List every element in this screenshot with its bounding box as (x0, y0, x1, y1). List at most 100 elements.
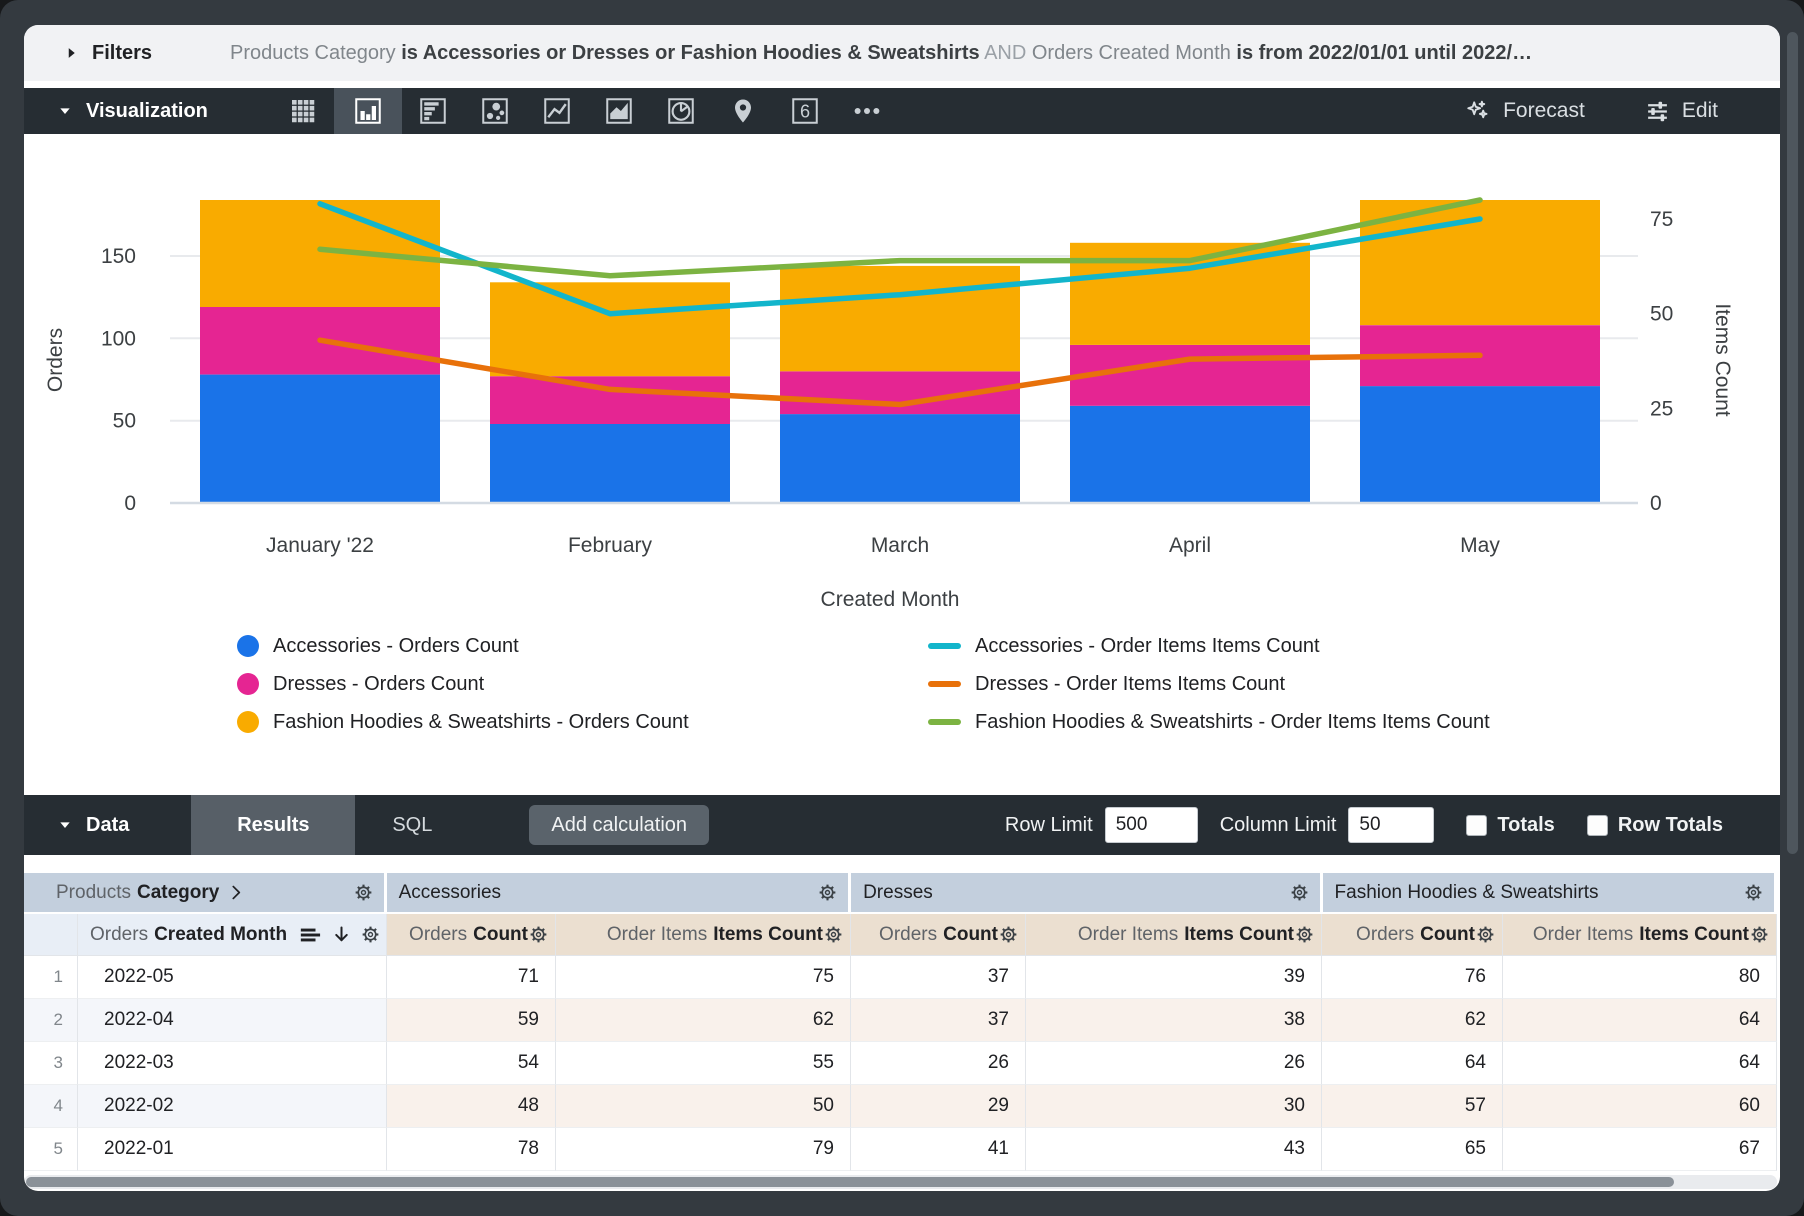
value-cell[interactable]: 37 (851, 999, 1026, 1042)
column-settings-button[interactable] (1289, 882, 1310, 903)
bar-segment[interactable] (780, 265, 1020, 372)
value-cell[interactable]: 71 (387, 956, 556, 999)
column-settings-button[interactable] (823, 924, 844, 945)
viz-type-line-chart[interactable] (526, 88, 588, 134)
value-cell[interactable]: 64 (1322, 1042, 1503, 1085)
viz-type-more-options[interactable] (836, 88, 898, 134)
column-settings-button[interactable] (360, 924, 381, 945)
measure-header[interactable]: Orders Count (1322, 914, 1503, 956)
viz-type-table[interactable] (272, 88, 334, 134)
measure-header[interactable]: Orders Count (851, 914, 1026, 956)
value-cell[interactable]: 59 (387, 999, 556, 1042)
month-cell[interactable]: 2022-05 (78, 956, 387, 999)
visualization-collapse-icon[interactable] (57, 103, 73, 119)
legend-item[interactable]: Fashion Hoodies & Sweatshirts - Orders C… (237, 703, 689, 741)
forecast-button[interactable]: Forecast (1465, 98, 1585, 124)
filters-expand-icon[interactable] (62, 44, 80, 62)
data-collapse-icon[interactable] (57, 817, 73, 833)
measure-header[interactable]: Order Items Items Count (556, 914, 851, 956)
value-cell[interactable]: 41 (851, 1128, 1026, 1171)
horizontal-scrollbar[interactable] (24, 1175, 1777, 1189)
table-row[interactable]: 5 2022-01 78 79 41 43 65 67 (24, 1128, 1777, 1171)
totals-checkbox[interactable] (1466, 814, 1488, 836)
value-cell[interactable]: 67 (1503, 1128, 1777, 1171)
value-cell[interactable]: 39 (1026, 956, 1322, 999)
table-row[interactable]: 4 2022-02 48 50 29 30 57 60 (24, 1085, 1777, 1128)
value-cell[interactable]: 64 (1503, 1042, 1777, 1085)
month-cell[interactable]: 2022-02 (78, 1085, 387, 1128)
viz-type-scatter-chart[interactable] (464, 88, 526, 134)
value-cell[interactable]: 65 (1322, 1128, 1503, 1171)
column-settings-button[interactable] (817, 882, 838, 903)
viz-type-pie-chart[interactable] (650, 88, 712, 134)
month-cell[interactable]: 2022-03 (78, 1042, 387, 1085)
viz-type-column-chart[interactable] (333, 88, 402, 134)
pivot-group-header[interactable]: Accessories (386, 873, 852, 914)
value-cell[interactable]: 26 (1026, 1042, 1322, 1085)
measure-header[interactable]: Order Items Items Count (1026, 914, 1322, 956)
bar-segment[interactable] (490, 282, 730, 377)
value-cell[interactable]: 62 (1322, 999, 1503, 1042)
legend-item[interactable]: Dresses - Order Items Items Count (928, 665, 1490, 703)
value-cell[interactable]: 57 (1322, 1085, 1503, 1128)
month-cell[interactable]: 2022-04 (78, 999, 387, 1042)
tab-sql[interactable]: SQL (392, 813, 433, 836)
month-cell[interactable]: 2022-01 (78, 1128, 387, 1171)
pivot-group-header[interactable]: Fashion Hoodies & Sweatshirts (1322, 873, 1777, 914)
tab-results[interactable]: Results (191, 795, 356, 855)
column-settings-button[interactable] (353, 882, 374, 903)
pivot-field-header[interactable]: Products Category (24, 873, 387, 914)
value-cell[interactable]: 79 (556, 1128, 851, 1171)
column-settings-button[interactable] (1743, 882, 1764, 903)
value-cell[interactable]: 62 (556, 999, 851, 1042)
viz-type-bar-chart[interactable] (402, 88, 464, 134)
legend-item[interactable]: Dresses - Orders Count (237, 665, 689, 703)
filters-summary[interactable]: Products Category is Accessories or Dres… (230, 42, 1532, 65)
column-limit-input[interactable] (1348, 807, 1435, 843)
value-cell[interactable]: 30 (1026, 1085, 1322, 1128)
add-calculation-button[interactable]: Add calculation (529, 805, 710, 845)
subtotal-icon[interactable] (299, 924, 321, 946)
value-cell[interactable]: 55 (556, 1042, 851, 1085)
pivot-group-header[interactable]: Dresses (851, 873, 1323, 914)
dimension-header[interactable]: Orders Created Month (78, 914, 387, 956)
value-cell[interactable]: 60 (1503, 1085, 1777, 1128)
bar-segment[interactable] (1360, 386, 1600, 503)
value-cell[interactable]: 38 (1026, 999, 1322, 1042)
column-settings-button[interactable] (1475, 924, 1496, 945)
legend-item[interactable]: Accessories - Order Items Items Count (928, 627, 1490, 665)
value-cell[interactable]: 29 (851, 1085, 1026, 1128)
legend-item[interactable]: Fashion Hoodies & Sweatshirts - Order It… (928, 703, 1490, 741)
vertical-scrollbar-thumb[interactable] (1787, 32, 1798, 854)
table-row[interactable]: 1 2022-05 71 75 37 39 76 80 (24, 956, 1777, 999)
bar-segment[interactable] (780, 414, 1020, 503)
value-cell[interactable]: 48 (387, 1085, 556, 1128)
value-cell[interactable]: 50 (556, 1085, 851, 1128)
line-series[interactable] (317, 197, 1483, 279)
value-cell[interactable]: 26 (851, 1042, 1026, 1085)
viz-type-map[interactable] (712, 88, 774, 134)
bar-segment[interactable] (490, 376, 730, 424)
bar-segment[interactable] (1070, 344, 1310, 406)
edit-button[interactable]: Edit (1645, 99, 1718, 124)
bar-segment[interactable] (200, 200, 440, 307)
value-cell[interactable]: 43 (1026, 1128, 1322, 1171)
bar-segment[interactable] (490, 424, 730, 503)
bar-segment[interactable] (200, 374, 440, 503)
column-settings-button[interactable] (1749, 924, 1770, 945)
column-settings-button[interactable] (1294, 924, 1315, 945)
viz-type-single-value[interactable]: 6 (774, 88, 836, 134)
chevron-right-icon[interactable] (227, 883, 246, 902)
table-row[interactable]: 3 2022-03 54 55 26 26 64 64 (24, 1042, 1777, 1085)
value-cell[interactable]: 54 (387, 1042, 556, 1085)
measure-header[interactable]: Order Items Items Count (1503, 914, 1777, 956)
viz-type-area-chart[interactable] (588, 88, 650, 134)
measure-header[interactable]: Orders Count (387, 914, 556, 956)
value-cell[interactable]: 78 (387, 1128, 556, 1171)
row-totals-checkbox[interactable] (1586, 814, 1608, 836)
horizontal-scrollbar-thumb[interactable] (26, 1177, 1674, 1187)
row-limit-input[interactable] (1104, 807, 1198, 843)
table-row[interactable]: 2 2022-04 59 62 37 38 62 64 (24, 999, 1777, 1042)
column-settings-button[interactable] (528, 924, 549, 945)
value-cell[interactable]: 80 (1503, 956, 1777, 999)
